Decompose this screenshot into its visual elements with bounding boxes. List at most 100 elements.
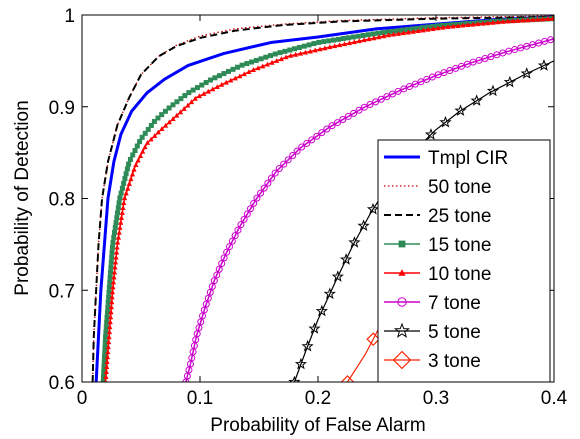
series-marker-7-tone bbox=[428, 73, 436, 81]
series-marker-5-tone bbox=[503, 75, 516, 88]
series-marker-7-tone bbox=[231, 232, 239, 240]
series-marker-7-tone bbox=[423, 75, 431, 83]
series-marker-15-tone bbox=[108, 269, 114, 275]
series-marker-15-tone bbox=[268, 53, 274, 59]
series-marker-5-tone bbox=[331, 270, 344, 282]
series-marker-10-tone bbox=[302, 49, 309, 55]
series-marker-15-tone bbox=[311, 41, 317, 47]
series-marker-10-tone bbox=[515, 17, 521, 23]
series-marker-7-tone bbox=[405, 83, 413, 91]
series-marker-10-tone bbox=[500, 18, 506, 24]
series-marker-10-tone bbox=[121, 200, 127, 206]
series-marker-10-tone bbox=[140, 148, 146, 154]
series-marker-10-tone bbox=[288, 52, 294, 58]
series-marker-10-tone bbox=[110, 279, 117, 285]
series-marker-10-tone bbox=[109, 289, 116, 295]
series-marker-15-tone bbox=[326, 38, 332, 44]
series-marker-10-tone bbox=[105, 344, 111, 350]
series-marker-15-tone bbox=[258, 56, 264, 62]
y-tick-label: 0.8 bbox=[49, 190, 75, 211]
series-marker-15-tone bbox=[170, 102, 176, 108]
series-marker-10-tone bbox=[108, 314, 114, 320]
series-marker-5-tone bbox=[357, 219, 370, 232]
series-marker-7-tone bbox=[333, 119, 341, 127]
series-marker-10-tone bbox=[475, 21, 481, 27]
series-marker-15-tone bbox=[207, 77, 213, 83]
series-marker-10-tone bbox=[114, 244, 120, 250]
series-marker-15-tone bbox=[159, 112, 165, 118]
series-marker-7-tone bbox=[202, 300, 210, 308]
series-marker-15-tone bbox=[340, 36, 346, 42]
series-marker-15-tone bbox=[107, 279, 113, 285]
series-marker-7-tone bbox=[440, 69, 448, 77]
series-marker-10-tone bbox=[126, 181, 132, 186]
series-marker-15-tone bbox=[155, 115, 161, 121]
series-marker-10-tone bbox=[137, 153, 144, 159]
series-marker-7-tone bbox=[388, 90, 396, 98]
series-10-tone bbox=[103, 15, 554, 382]
series-marker-7-tone bbox=[308, 136, 316, 144]
series-marker-10-tone bbox=[435, 25, 441, 31]
series-marker-15-tone bbox=[390, 28, 396, 34]
series-marker-15-tone bbox=[239, 62, 245, 68]
series-marker-5-tone bbox=[308, 322, 321, 334]
series-marker-15-tone bbox=[107, 274, 113, 280]
series-marker-10-tone bbox=[118, 215, 125, 220]
series-marker-7-tone bbox=[457, 62, 465, 70]
series-line-25-tone bbox=[91, 15, 554, 382]
series-marker-15-tone bbox=[124, 166, 130, 172]
series-marker-10-tone bbox=[440, 24, 446, 30]
series-marker-10-tone bbox=[162, 122, 169, 128]
series-marker-10-tone bbox=[159, 126, 165, 131]
series-marker-10-tone bbox=[155, 129, 161, 135]
series-marker-7-tone bbox=[318, 129, 326, 137]
legend-label-7-tone: 7 tone bbox=[428, 293, 481, 314]
legend-label-15-tone: 15 tone bbox=[428, 235, 491, 256]
series-marker-15-tone bbox=[166, 105, 172, 111]
series-marker-10-tone bbox=[274, 58, 280, 63]
series-marker-10-tone bbox=[376, 34, 382, 40]
series-marker-7-tone bbox=[303, 139, 311, 147]
series-marker-15-tone bbox=[375, 30, 381, 36]
series-marker-15-tone bbox=[282, 48, 288, 54]
series-marker-10-tone bbox=[185, 102, 191, 108]
series-marker-15-tone bbox=[272, 51, 278, 57]
series-marker-10-tone bbox=[420, 27, 426, 33]
x-tick-label: 0.4 bbox=[541, 388, 568, 409]
series-marker-10-tone bbox=[405, 29, 412, 35]
series-marker-15-tone bbox=[182, 93, 188, 99]
series-marker-15-tone bbox=[350, 34, 356, 40]
series-marker-10-tone bbox=[129, 171, 136, 177]
series-marker-15-tone bbox=[121, 180, 127, 186]
series-15-tone bbox=[100, 16, 554, 382]
series-marker-10-tone bbox=[410, 28, 416, 34]
series-marker-7-tone bbox=[271, 169, 279, 177]
series-marker-10-tone bbox=[118, 219, 124, 225]
series-marker-10-tone bbox=[135, 157, 141, 163]
series-marker-10-tone bbox=[112, 264, 118, 270]
legend-marker-5-tone bbox=[393, 322, 411, 338]
series-marker-7-tone bbox=[355, 106, 363, 114]
series-marker-5-tone bbox=[288, 375, 301, 382]
series-marker-10-tone bbox=[371, 35, 377, 41]
series-marker-10-tone bbox=[480, 20, 486, 26]
series-marker-10-tone bbox=[465, 22, 471, 28]
series-marker-7-tone bbox=[208, 282, 216, 290]
series-marker-10-tone bbox=[111, 274, 117, 280]
series-marker-15-tone bbox=[115, 205, 121, 211]
legend-label-3-tone: 3 tone bbox=[428, 351, 481, 372]
legend-marker-7-tone bbox=[397, 297, 407, 307]
series-marker-10-tone bbox=[108, 309, 114, 315]
legend-label-50-tone: 50 tone bbox=[428, 177, 491, 198]
series-marker-7-tone bbox=[257, 189, 265, 197]
series-marker-10-tone bbox=[490, 19, 496, 25]
series-marker-15-tone bbox=[112, 229, 118, 235]
series-marker-10-tone bbox=[332, 43, 338, 49]
series-marker-5-tone bbox=[537, 59, 551, 71]
series-marker-15-tone bbox=[113, 220, 119, 226]
y-axis-label: Probability of Detection bbox=[12, 100, 33, 295]
series-marker-10-tone bbox=[115, 239, 121, 245]
series-marker-15-tone bbox=[385, 29, 391, 35]
series-marker-7-tone bbox=[344, 112, 352, 120]
